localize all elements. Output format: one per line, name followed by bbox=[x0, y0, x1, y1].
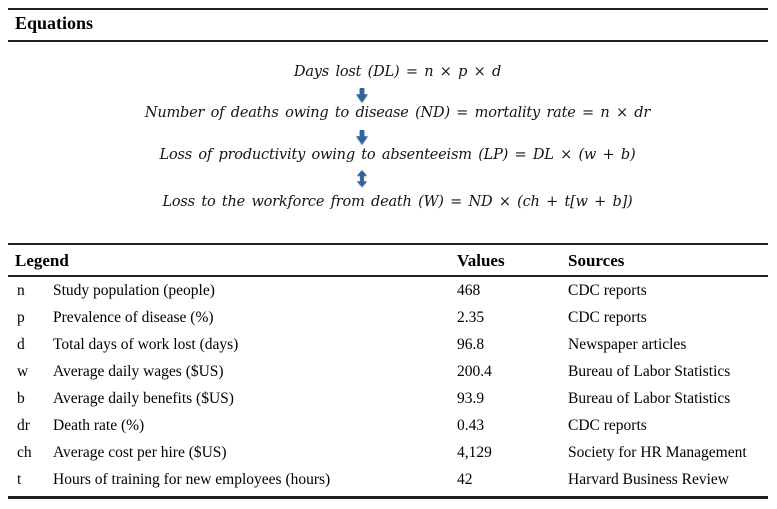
table-top-rule bbox=[8, 243, 768, 245]
cell-symbol: w bbox=[17, 363, 29, 380]
table-row: b Average daily benefits ($US) 93.9 Bureau … bbox=[0, 385, 777, 412]
cell-value: 96.8 bbox=[457, 336, 485, 353]
values-column-header: Values bbox=[457, 251, 505, 270]
cell-symbol: b bbox=[17, 390, 25, 407]
cell-description: Average cost per hire ($US) bbox=[53, 444, 227, 461]
equation-1: Days lost (DL) = n × p × d bbox=[293, 64, 502, 80]
cell-source: CDC reports bbox=[568, 417, 647, 434]
cell-value: 93.9 bbox=[457, 390, 485, 407]
table-header-rule bbox=[8, 275, 768, 277]
equation-2: Number of deaths owing to disease (ND) =… bbox=[144, 105, 651, 121]
up-down-arrow-icon bbox=[356, 170, 367, 187]
cell-symbol: t bbox=[17, 471, 22, 488]
cell-symbol: p bbox=[17, 309, 25, 326]
table-row: dr Death rate (%) 0.43 CDC reports bbox=[0, 412, 777, 439]
cell-value: 2.35 bbox=[457, 309, 485, 326]
cell-source: Bureau of Labor Statistics bbox=[568, 390, 731, 407]
table-row: p Prevalence of disease (%) 2.35 CDC report… bbox=[0, 304, 777, 331]
cell-value: 200.4 bbox=[457, 363, 492, 380]
top-rule bbox=[8, 8, 768, 10]
equations-section-title: Equations bbox=[15, 13, 94, 33]
cell-description: Hours of training for new employees (hou… bbox=[53, 471, 331, 488]
cell-symbol: d bbox=[17, 336, 25, 353]
table-row: d Total days of work lost (days) 96.8 Newsp… bbox=[0, 331, 777, 358]
cell-value: 42 bbox=[457, 471, 473, 488]
cell-symbol: ch bbox=[17, 444, 32, 461]
cell-source: Harvard Business Review bbox=[568, 471, 729, 488]
cell-description: Prevalence of disease (%) bbox=[53, 309, 214, 326]
cell-value: 4,129 bbox=[457, 444, 492, 461]
down-arrow-icon bbox=[355, 130, 368, 145]
legend-table-body: n Study population (people) 468 CDC reports… bbox=[0, 277, 777, 493]
cell-source: Bureau of Labor Statistics bbox=[568, 363, 731, 380]
cell-symbol: dr bbox=[17, 417, 30, 434]
cell-source: Society for HR Management bbox=[568, 444, 747, 461]
equation-4: Loss to the workforce from death (W) = N… bbox=[162, 194, 633, 210]
heading-rule bbox=[8, 40, 768, 42]
table-row: w Average daily wages ($US) 200.4 Bureau of… bbox=[0, 358, 777, 385]
table-row: n Study population (people) 468 CDC reports bbox=[0, 277, 777, 304]
cell-value: 468 bbox=[457, 282, 481, 299]
cell-source: CDC reports bbox=[568, 309, 647, 326]
table-row: t Hours of training for new employees (ho… bbox=[0, 466, 777, 493]
down-arrow-icon bbox=[355, 88, 368, 103]
sources-column-header: Sources bbox=[568, 251, 625, 270]
table-row: ch Average cost per hire ($US) 4,129 Societ… bbox=[0, 439, 777, 466]
cell-description: Average daily benefits ($US) bbox=[53, 390, 234, 407]
cell-value: 0.43 bbox=[457, 417, 485, 434]
table-bottom-rule bbox=[8, 496, 768, 499]
cell-description: Total days of work lost (days) bbox=[53, 336, 239, 353]
cell-description: Study population (people) bbox=[53, 282, 215, 299]
legend-table-header: Legend Values Sources bbox=[0, 247, 777, 274]
cell-symbol: n bbox=[17, 282, 25, 299]
cell-source: CDC reports bbox=[568, 282, 647, 299]
cell-source: Newspaper articles bbox=[568, 336, 687, 353]
legend-column-header: Legend bbox=[15, 251, 69, 270]
cell-description: Average daily wages ($US) bbox=[53, 363, 224, 380]
cell-description: Death rate (%) bbox=[53, 417, 145, 434]
equation-3: Loss of productivity owing to absenteeis… bbox=[159, 147, 636, 163]
